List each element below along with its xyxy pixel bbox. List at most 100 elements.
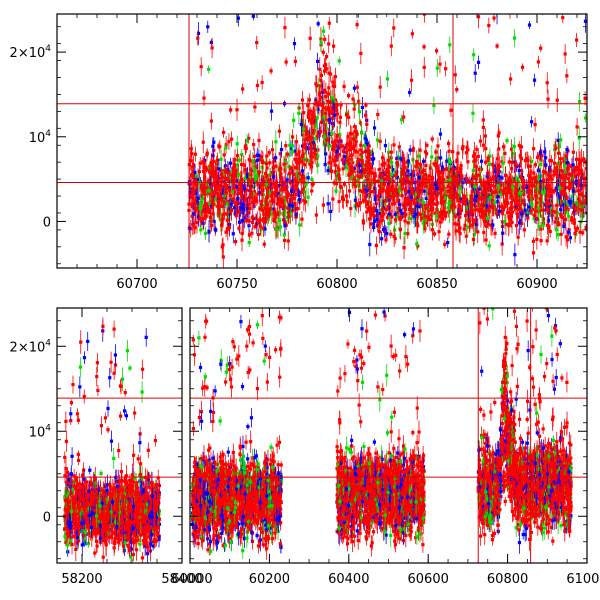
data-point (428, 199, 433, 203)
data-point (549, 177, 554, 181)
data-point (457, 211, 461, 216)
data-point (568, 172, 572, 176)
data-point (426, 178, 430, 182)
data-point (349, 141, 353, 145)
data-point (215, 184, 219, 188)
data-point (307, 98, 311, 102)
data-point (555, 168, 559, 173)
data-point (455, 87, 459, 92)
data-point (578, 230, 582, 234)
data-point (376, 219, 381, 224)
data-point (246, 178, 251, 182)
data-point (263, 206, 267, 210)
data-point (507, 160, 511, 164)
data-point (405, 178, 409, 182)
data-point (511, 185, 515, 189)
data-point (436, 169, 441, 173)
data-point (262, 182, 266, 186)
data-point (373, 206, 377, 211)
data-point (440, 165, 444, 169)
data-point (255, 83, 260, 88)
data-point (576, 184, 580, 188)
data-point (582, 157, 586, 161)
data-point (252, 190, 257, 194)
data-point (323, 130, 327, 135)
data-point (310, 121, 314, 125)
data-point (559, 192, 564, 196)
data-point (476, 230, 480, 234)
data-point (388, 188, 392, 192)
data-point (381, 187, 385, 191)
data-point (305, 132, 309, 136)
data-point (211, 200, 215, 204)
data-point (584, 183, 587, 187)
data-point (319, 41, 323, 45)
data-point (566, 177, 570, 181)
data-point (507, 216, 512, 221)
data-point (262, 204, 267, 208)
data-point (343, 155, 347, 159)
data-point (210, 195, 214, 199)
data-point (559, 212, 563, 217)
data-point (286, 194, 290, 198)
data-point (245, 173, 249, 177)
data-point (453, 73, 457, 77)
data-point (410, 178, 414, 182)
data-point (243, 216, 247, 220)
data-point (494, 207, 498, 211)
data-point (337, 173, 341, 178)
data-point (272, 175, 276, 179)
data-point (437, 230, 441, 234)
data-point (231, 166, 235, 170)
data-point (269, 109, 274, 113)
data-point (261, 160, 265, 165)
data-point (456, 170, 460, 175)
data-point (567, 228, 571, 232)
data-point (564, 174, 568, 179)
data-point (349, 145, 354, 149)
data-point (579, 205, 584, 209)
data-point (500, 176, 504, 180)
data-point (268, 207, 272, 211)
data-point (556, 198, 560, 202)
data-point (316, 59, 320, 64)
data-point (367, 200, 371, 204)
data-point (562, 183, 566, 187)
data-point (242, 186, 247, 190)
data-point (578, 171, 582, 175)
data-point (346, 134, 350, 139)
data-point (574, 165, 579, 170)
data-point (321, 203, 325, 207)
data-point (515, 212, 520, 216)
data-point (327, 21, 331, 25)
data-point (314, 213, 318, 217)
data-point (352, 137, 356, 141)
data-point (416, 191, 420, 195)
data-point (328, 118, 332, 122)
data-point (549, 159, 554, 163)
data-point (302, 180, 306, 184)
data-point (458, 187, 462, 191)
data-point (385, 77, 390, 81)
data-point (337, 59, 341, 63)
data-point (560, 175, 565, 179)
data-point (436, 144, 440, 148)
data-point (385, 198, 389, 202)
data-point (291, 196, 295, 201)
data-point (436, 191, 440, 196)
data-point (545, 184, 549, 188)
data-point (404, 190, 408, 194)
data-point (536, 189, 540, 193)
data-point (293, 166, 297, 170)
data-point (263, 220, 268, 224)
data-point (374, 243, 378, 248)
data-point (517, 207, 521, 211)
data-point (498, 209, 502, 213)
data-point (577, 157, 581, 162)
data-point (296, 177, 300, 182)
data-point (296, 206, 300, 211)
data-point (226, 178, 230, 182)
data-point (251, 159, 255, 163)
data-point (216, 179, 220, 183)
data-point (424, 152, 429, 156)
